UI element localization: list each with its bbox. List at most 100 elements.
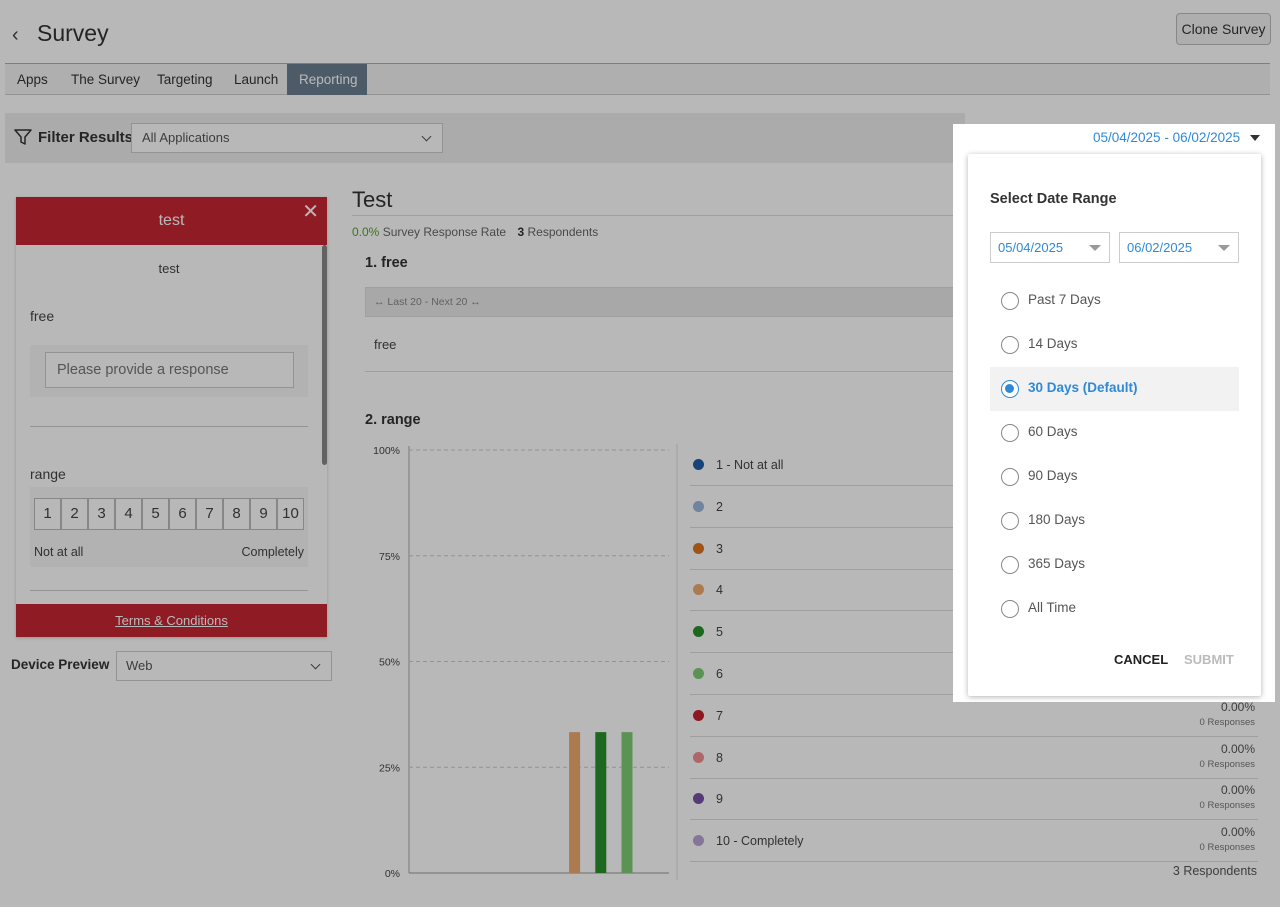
legend-dot bbox=[693, 626, 704, 638]
radio-icon[interactable] bbox=[1001, 556, 1019, 574]
date-range-option-label: Past 7 Days bbox=[1028, 292, 1101, 307]
caret-down-icon bbox=[1218, 245, 1230, 251]
legend-label: 10 - Completely bbox=[716, 834, 804, 849]
preview-title: test bbox=[158, 212, 185, 229]
radio-icon[interactable] bbox=[1001, 600, 1019, 618]
scale-high-label: Completely bbox=[241, 545, 304, 559]
y-tick-label: 75% bbox=[379, 551, 400, 563]
radio-icon[interactable] bbox=[1001, 512, 1019, 530]
legend-row: 10 - Completely 0.00% 0 Responses bbox=[690, 820, 1258, 863]
legend-label: 7 bbox=[716, 708, 723, 723]
legend-responses: 0 Responses bbox=[1199, 758, 1255, 770]
modal-backdrop[interactable] bbox=[1275, 124, 1280, 702]
scale-option[interactable]: 4 bbox=[115, 498, 142, 530]
legend-percent: 0.00% bbox=[1220, 783, 1255, 798]
question-2-title: 2. range bbox=[365, 412, 421, 428]
scale-option[interactable]: 6 bbox=[169, 498, 196, 530]
legend-dot bbox=[693, 459, 704, 470]
scale-option[interactable]: 3 bbox=[88, 498, 115, 530]
date-range-option-label: 60 Days bbox=[1028, 424, 1078, 439]
total-respondents: 3 Respondents bbox=[1172, 864, 1257, 878]
submit-button[interactable]: SUBMIT bbox=[1184, 652, 1234, 667]
legend-label: 3 bbox=[716, 541, 723, 556]
end-date-input[interactable]: 06/02/2025 bbox=[1119, 232, 1239, 263]
y-tick-label: 25% bbox=[379, 762, 400, 774]
date-range-option-label: 180 Days bbox=[1028, 512, 1086, 527]
tab-the-survey[interactable]: The Survey bbox=[71, 72, 141, 87]
start-date-value: 05/04/2025 bbox=[998, 240, 1064, 255]
radio-icon[interactable] bbox=[1001, 336, 1019, 354]
response-box: Please provide a response bbox=[30, 345, 308, 397]
page-title: Survey bbox=[37, 20, 109, 46]
rating-scale: 1 2 3 4 5 6 7 8 9 10 Not at all Complete… bbox=[30, 487, 308, 567]
radio-icon[interactable] bbox=[1001, 468, 1019, 486]
legend-row: 7 0.00% 0 Responses bbox=[690, 695, 1258, 737]
date-range-option[interactable]: Past 7 Days bbox=[990, 279, 1239, 323]
response-input[interactable]: Please provide a response bbox=[45, 352, 294, 388]
date-range-option[interactable]: 14 Days bbox=[990, 323, 1239, 367]
response-rate-value: 0.0% bbox=[352, 225, 380, 239]
preview-body[interactable]: test free Please provide a response rang… bbox=[16, 245, 327, 604]
scale-option[interactable]: 7 bbox=[196, 498, 223, 530]
preview-header: test ✕ bbox=[16, 197, 327, 245]
caret-down-icon[interactable] bbox=[1250, 135, 1260, 141]
legend-label: 1 - Not at all bbox=[716, 458, 784, 472]
cancel-button[interactable]: CANCEL bbox=[1114, 652, 1169, 667]
date-range-option-label: 90 Days bbox=[1028, 468, 1078, 483]
date-range-trigger[interactable]: 05/04/2025 - 06/02/2025 bbox=[1093, 130, 1241, 145]
scale-low-label: Not at all bbox=[34, 545, 84, 559]
tab-targeting[interactable]: Targeting bbox=[157, 72, 213, 87]
legend-responses: 0 Responses bbox=[1199, 800, 1255, 812]
application-select[interactable]: All Applications bbox=[131, 123, 443, 153]
y-tick-label: 0% bbox=[385, 868, 400, 880]
scale-option[interactable]: 8 bbox=[223, 498, 250, 530]
chart-bar bbox=[569, 732, 581, 873]
date-range-option[interactable]: 30 Days (Default) bbox=[990, 367, 1239, 411]
legend-dot bbox=[693, 835, 704, 847]
radio-icon[interactable] bbox=[1001, 292, 1019, 310]
date-range-popup: Select Date Range 05/04/2025 06/02/2025 … bbox=[968, 154, 1261, 696]
date-range-option[interactable]: 180 Days bbox=[990, 499, 1239, 543]
legend-dot bbox=[693, 751, 704, 763]
tab-apps[interactable]: Apps bbox=[17, 72, 48, 87]
modal-backdrop[interactable] bbox=[953, 0, 1280, 124]
scrollbar[interactable] bbox=[322, 245, 327, 465]
radio-icon[interactable] bbox=[1001, 380, 1019, 398]
response-rate-label: Survey Response Rate bbox=[382, 225, 507, 239]
legend-label: 5 bbox=[716, 625, 723, 640]
date-range-option[interactable]: All Time bbox=[990, 587, 1239, 631]
legend-percent: 0.00% bbox=[1220, 699, 1255, 714]
scale-option[interactable]: 1 bbox=[34, 498, 61, 530]
start-date-input[interactable]: 05/04/2025 bbox=[990, 232, 1110, 263]
scale-option[interactable]: 5 bbox=[142, 498, 169, 530]
device-select[interactable]: Web bbox=[116, 651, 332, 681]
close-icon[interactable]: ✕ bbox=[302, 201, 319, 223]
divider bbox=[30, 426, 308, 427]
scale-option[interactable]: 2 bbox=[61, 498, 88, 530]
filter-icon bbox=[14, 129, 32, 145]
tab-launch[interactable]: Launch bbox=[234, 72, 279, 87]
radio-icon[interactable] bbox=[1001, 424, 1019, 442]
device-select-value: Web bbox=[126, 658, 153, 673]
date-range-option-label: 365 Days bbox=[1028, 556, 1086, 571]
date-range-option[interactable]: 365 Days bbox=[990, 543, 1239, 587]
scale-option[interactable]: 10 bbox=[277, 498, 304, 530]
tab-reporting[interactable]: Reporting bbox=[287, 64, 367, 95]
date-range-option[interactable]: 60 Days bbox=[990, 411, 1239, 455]
back-icon[interactable]: ‹ bbox=[12, 24, 19, 46]
terms-link[interactable]: Terms & Conditions bbox=[16, 604, 327, 637]
range-bar-chart: 100% 75% 50% 25% 0% bbox=[373, 444, 678, 880]
modal-backdrop[interactable] bbox=[953, 702, 1280, 907]
divider bbox=[352, 215, 1272, 216]
question-1-answer: free bbox=[374, 337, 397, 352]
legend-dot bbox=[693, 709, 704, 721]
clone-survey-button[interactable]: Clone Survey bbox=[1176, 13, 1271, 45]
legend-responses: 0 Responses bbox=[1199, 842, 1255, 854]
report-title: Test bbox=[352, 187, 393, 212]
date-range-option[interactable]: 90 Days bbox=[990, 455, 1239, 499]
scale-option[interactable]: 9 bbox=[250, 498, 277, 530]
date-range-option-label: 30 Days (Default) bbox=[1028, 380, 1138, 395]
divider bbox=[365, 371, 1270, 372]
legend-label: 8 bbox=[716, 750, 723, 765]
modal-backdrop[interactable] bbox=[0, 0, 953, 907]
